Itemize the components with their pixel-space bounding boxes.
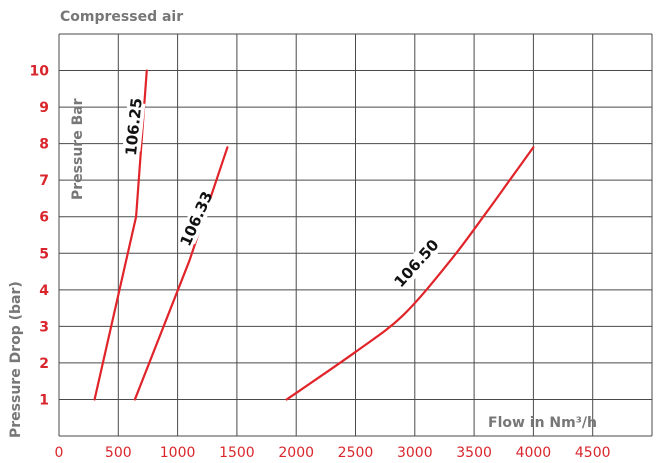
inner-y-label: Pressure Bar [70,98,86,200]
x-tick-label: 0 [55,445,64,461]
y-axis-label: Pressure Drop (bar) [8,281,24,438]
series-line-106-50 [285,146,535,401]
x-tick-label: 4000 [516,445,552,461]
curves [93,69,535,401]
x-tick-label: 1500 [219,445,255,461]
grid [58,33,653,437]
y-tick-label: 10 [30,64,50,80]
y-tick-label: 1 [39,392,49,408]
x-tick-label: 3500 [456,445,492,461]
series-label-background [178,193,215,245]
y-tick-label: 7 [39,173,49,189]
x-tick-label: 1000 [160,445,196,461]
y-tick-label: 6 [39,210,49,226]
chart-title: Compressed air [60,9,183,25]
x-axis-label: Flow in Nm³/h [488,415,597,431]
series-label-group: 106.33 [176,189,216,249]
series-label-group: 106.50 [391,236,443,291]
series-label: 106.33 [176,189,216,249]
y-tick-label: 2 [39,356,49,372]
series-label-background [122,101,146,152]
y-tick-label: 3 [39,319,49,335]
series-label-background [393,239,440,288]
x-tick-label: 2000 [278,445,314,461]
y-tick-label: 8 [39,137,49,153]
series-label-group: 106.25 [122,97,146,156]
labels: 1 2 3 4 5 6 7 8 9 10 0 500 1000 1500 2000 2500 3000 3500 4… [30,64,611,461]
series-label: 106.50 [391,236,443,291]
x-tick-label: 500 [105,445,132,461]
x-tick-label: 2500 [338,445,374,461]
series-label: 106.25 [122,97,146,156]
y-tick-label: 5 [39,246,49,262]
x-tick-label: 4500 [575,445,611,461]
x-tick-label: 3000 [397,445,433,461]
series-line-106-33 [133,146,229,401]
y-tick-label: 4 [39,283,49,299]
y-tick-label: 9 [39,100,49,116]
